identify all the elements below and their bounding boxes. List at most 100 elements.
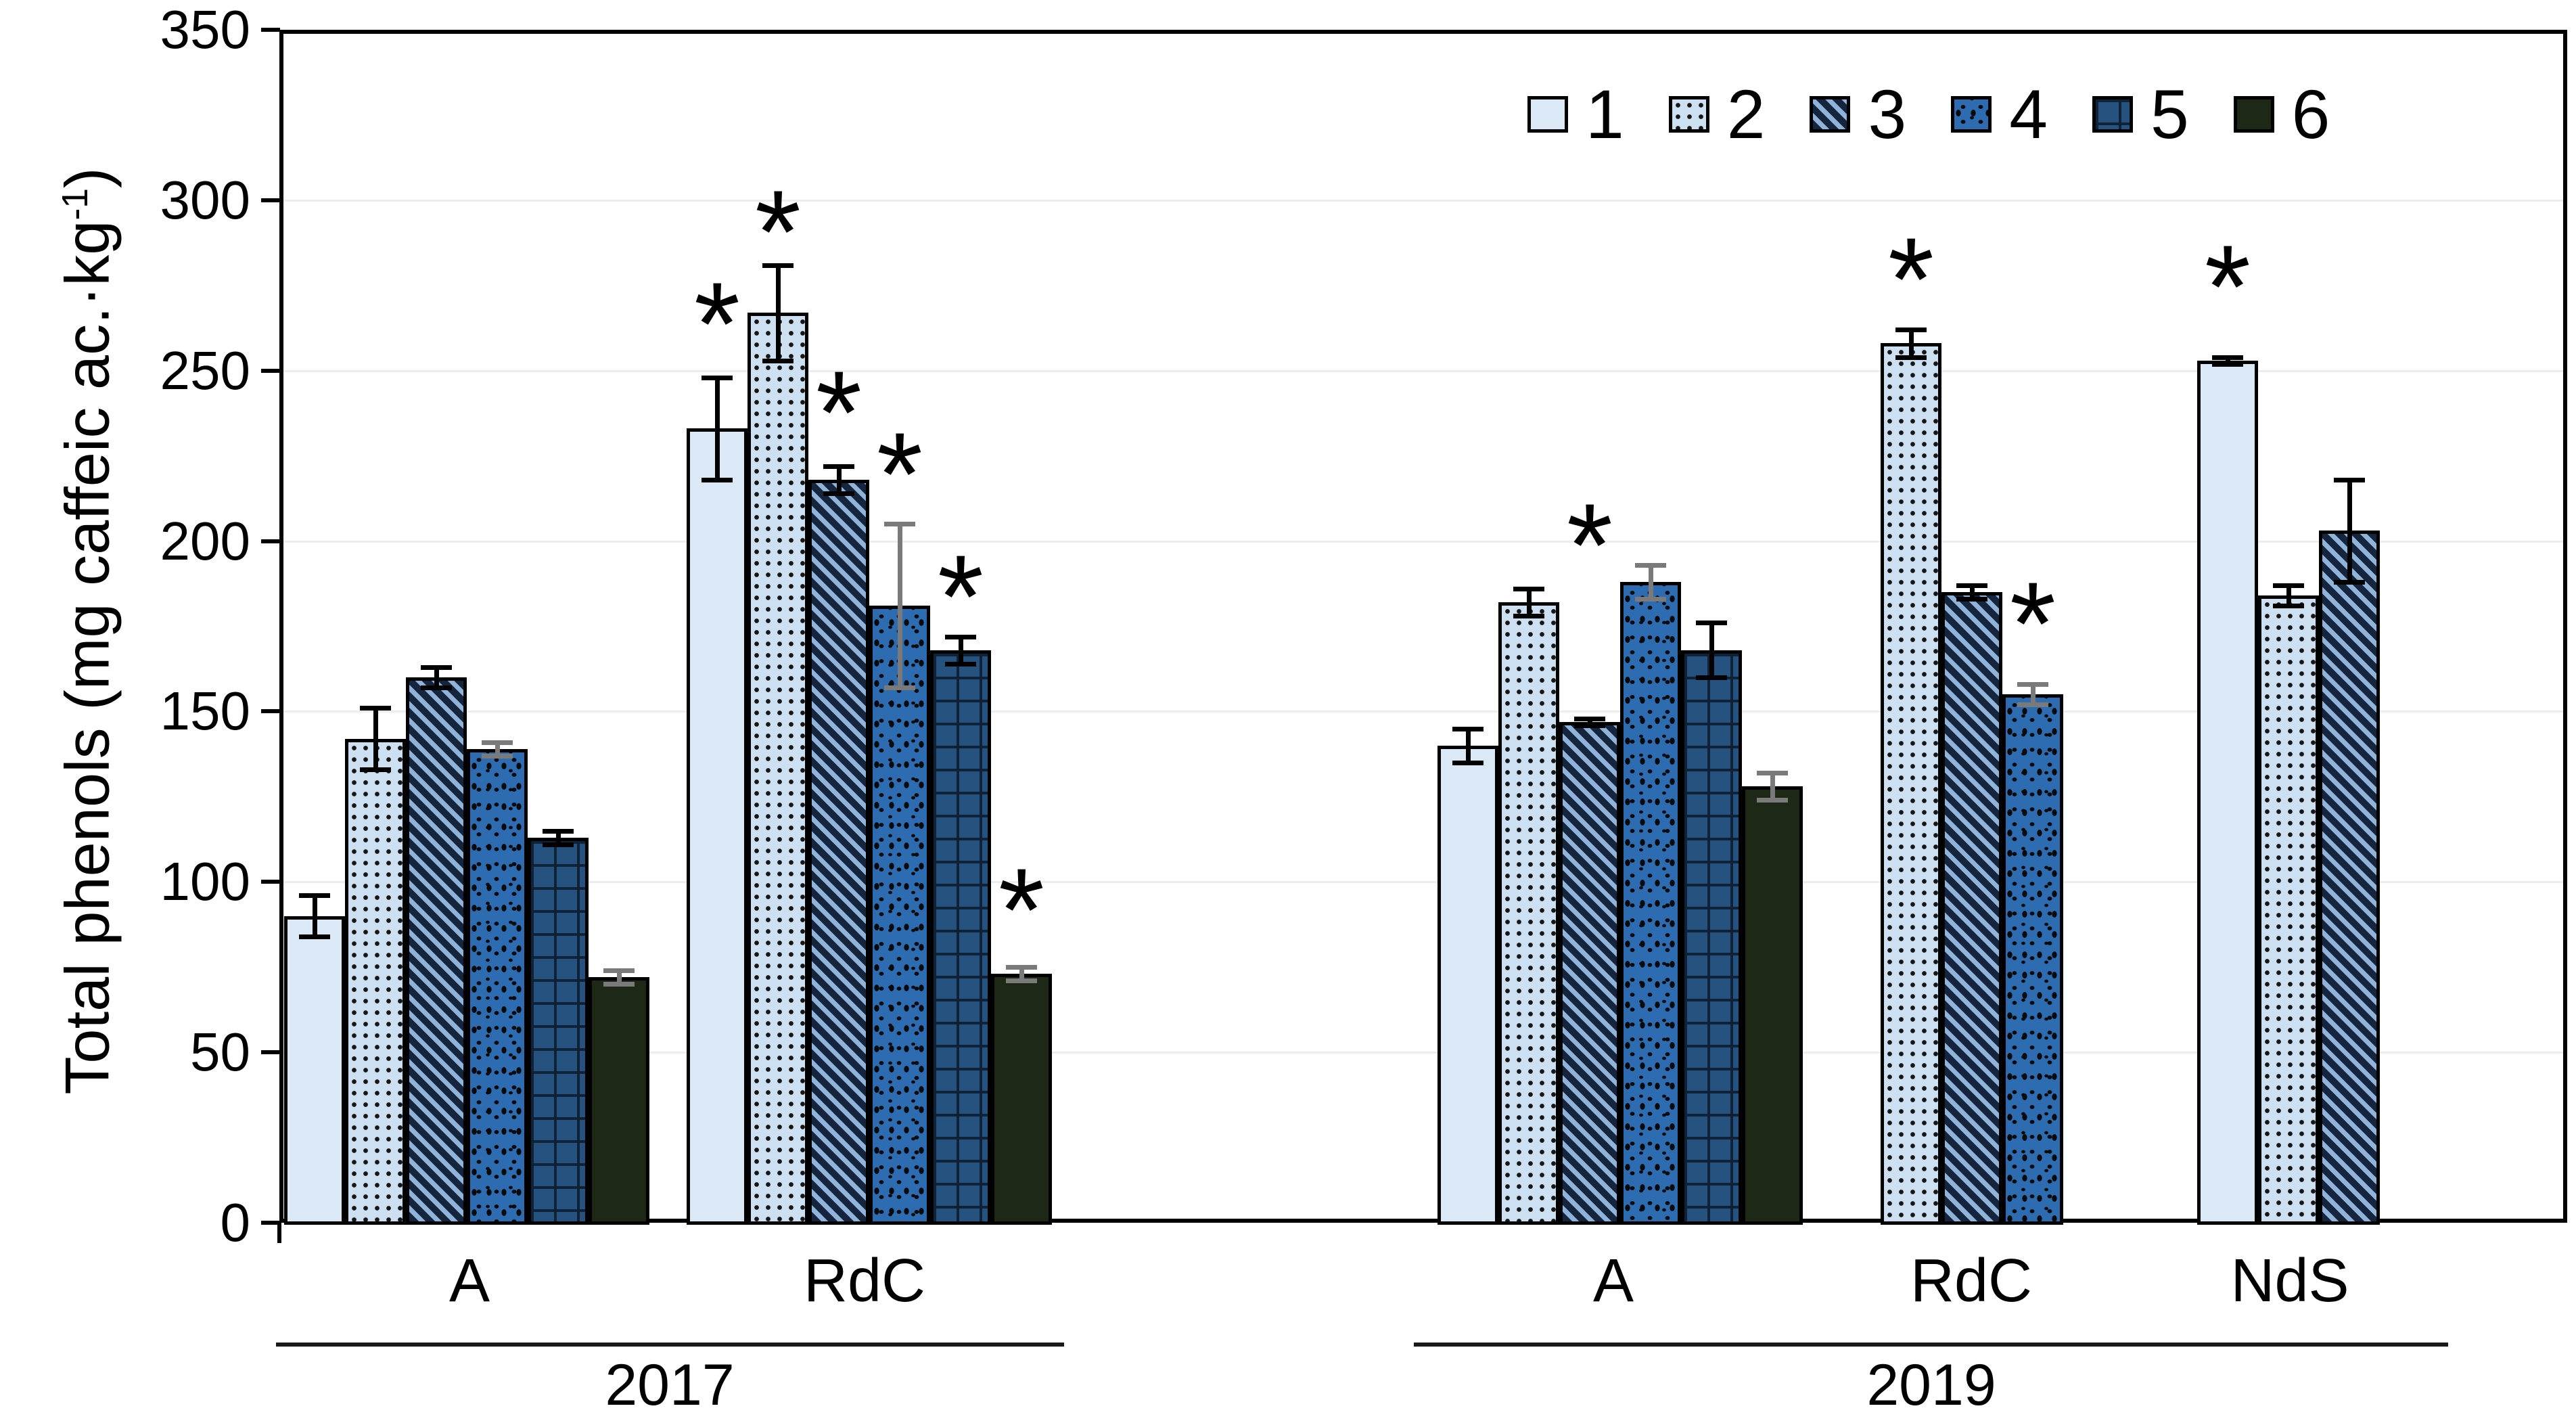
bar-2019-A-series1: [1438, 745, 1498, 1225]
bar-2019-RdC-series4: [2002, 694, 2063, 1225]
error-bar-part: [421, 685, 452, 691]
x-axis-origin-tick: [277, 1223, 281, 1243]
gridline: [283, 199, 2563, 202]
error-bar-part: [1757, 798, 1788, 803]
error-bar-part: [1574, 723, 1605, 728]
y-axis-title: Total phenols (mg caffeic ac.·kg-1): [53, 124, 124, 1139]
legend-entry-1: 1: [1527, 80, 1624, 149]
error-bar-part: [1956, 597, 1987, 602]
error-bar-part: [434, 667, 439, 688]
bar-2019-A-series3: [1559, 721, 1620, 1225]
year-section-line: [1414, 1343, 2448, 1347]
error-bar-part: [1895, 328, 1927, 333]
y-axis-tick-label: 50: [190, 1022, 250, 1083]
error-bar-part: [1770, 773, 1775, 800]
error-bar-part: [2017, 702, 2048, 708]
y-axis-tick: [261, 198, 280, 202]
bar-2017-A-series4: [467, 748, 528, 1225]
error-bar-part: [945, 634, 976, 639]
bar-2019-NdS-series2: [2258, 595, 2319, 1225]
y-axis-tick: [261, 1221, 280, 1225]
y-axis-tick: [261, 368, 280, 373]
error-bar-part: [2017, 682, 2048, 687]
error-bar-part: [1648, 564, 1653, 600]
y-axis-title-superscript: -1: [55, 188, 95, 221]
error-bar-part: [1452, 726, 1484, 731]
legend-swatch-icon: [1668, 96, 1709, 133]
legend-swatch-icon: [2233, 96, 2274, 133]
error-bar-part: [1574, 716, 1605, 721]
error-bar-part: [2030, 684, 2036, 705]
error-bar-part: [1006, 978, 1037, 984]
error-bar-part: [373, 708, 378, 770]
y-axis-tick-label: 350: [160, 0, 250, 60]
error-bar-part: [2273, 583, 2304, 589]
error-bar-part: [603, 982, 635, 987]
error-bar-part: [2334, 477, 2365, 482]
bar-2017-A-series3: [406, 677, 467, 1225]
error-bar-part: [1513, 587, 1544, 592]
error-bar-part: [823, 491, 854, 497]
error-bar-part: [1452, 760, 1484, 765]
error-bar-part: [555, 830, 561, 844]
y-axis-tick-label: 300: [160, 169, 250, 230]
bar-2017-A-series1: [284, 916, 345, 1225]
error-bar-part: [312, 895, 317, 937]
significance-star: *: [1887, 214, 1935, 346]
error-bar-part: [1006, 965, 1037, 970]
significance-star: *: [876, 408, 923, 541]
legend-label: 4: [2009, 76, 2048, 153]
gridline: [283, 540, 2563, 543]
error-bar-part: [2347, 479, 2352, 582]
significance-star: *: [1566, 480, 1613, 612]
bar-2019-A-series5: [1681, 650, 1742, 1225]
error-bar-part: [1696, 621, 1727, 626]
error-bar-part: [2273, 604, 2304, 609]
year-section-line: [276, 1343, 1064, 1347]
gridline: [283, 1052, 2563, 1054]
y-axis-tick: [261, 880, 280, 884]
bar-2019-A-series6: [1742, 786, 1803, 1225]
bar-2017-A-series6: [589, 977, 649, 1225]
error-bar-part: [714, 377, 720, 480]
gridline: [283, 710, 2563, 713]
error-bar-part: [603, 968, 635, 974]
y-axis-tick-label: 0: [220, 1192, 251, 1253]
error-bar-part: [360, 767, 391, 773]
error-bar-part: [495, 742, 500, 756]
error-bar-part: [836, 466, 842, 494]
error-bar-part: [1895, 355, 1927, 360]
x-axis-site-label: A: [1592, 1247, 1634, 1315]
error-bar-part: [762, 263, 794, 268]
bar-2017-RdC-series6: [991, 974, 1052, 1225]
error-bar-part: [616, 970, 622, 985]
legend-swatch-icon: [1810, 96, 1851, 133]
legend-entry-4: 4: [1951, 80, 2048, 149]
legend-entry-5: 5: [2092, 80, 2189, 149]
bar-2019-NdS-series1: [2197, 360, 2258, 1225]
error-bar-part: [1465, 728, 1471, 763]
y-axis-tick: [261, 709, 280, 714]
error-bar-part: [1956, 583, 1987, 589]
bar-2017-RdC-series5: [930, 650, 991, 1225]
y-axis-tick-label: 200: [160, 510, 250, 571]
legend-swatch-icon: [2092, 96, 2133, 133]
error-bar-part: [543, 842, 574, 847]
legend-label: 3: [1868, 76, 1907, 153]
legend-label: 1: [1586, 76, 1624, 153]
error-bar-part: [360, 706, 391, 711]
legend-entry-2: 2: [1668, 76, 1766, 153]
bar-2019-NdS-series3: [2319, 531, 2380, 1225]
legend-label: 2: [1726, 76, 1766, 153]
error-bar-part: [2212, 355, 2243, 360]
error-bar-part: [1635, 562, 1666, 568]
error-bar-part: [1019, 967, 1024, 981]
error-bar-part: [1635, 597, 1666, 602]
significance-star: *: [693, 258, 741, 390]
bar-2019-RdC-series2: [1881, 343, 1941, 1225]
error-bar-part: [543, 828, 574, 834]
y-axis-tick: [261, 28, 280, 32]
error-bar-part: [1526, 589, 1532, 616]
significance-star: *: [2009, 558, 2056, 691]
bar-2019-A-series4: [1620, 582, 1681, 1225]
